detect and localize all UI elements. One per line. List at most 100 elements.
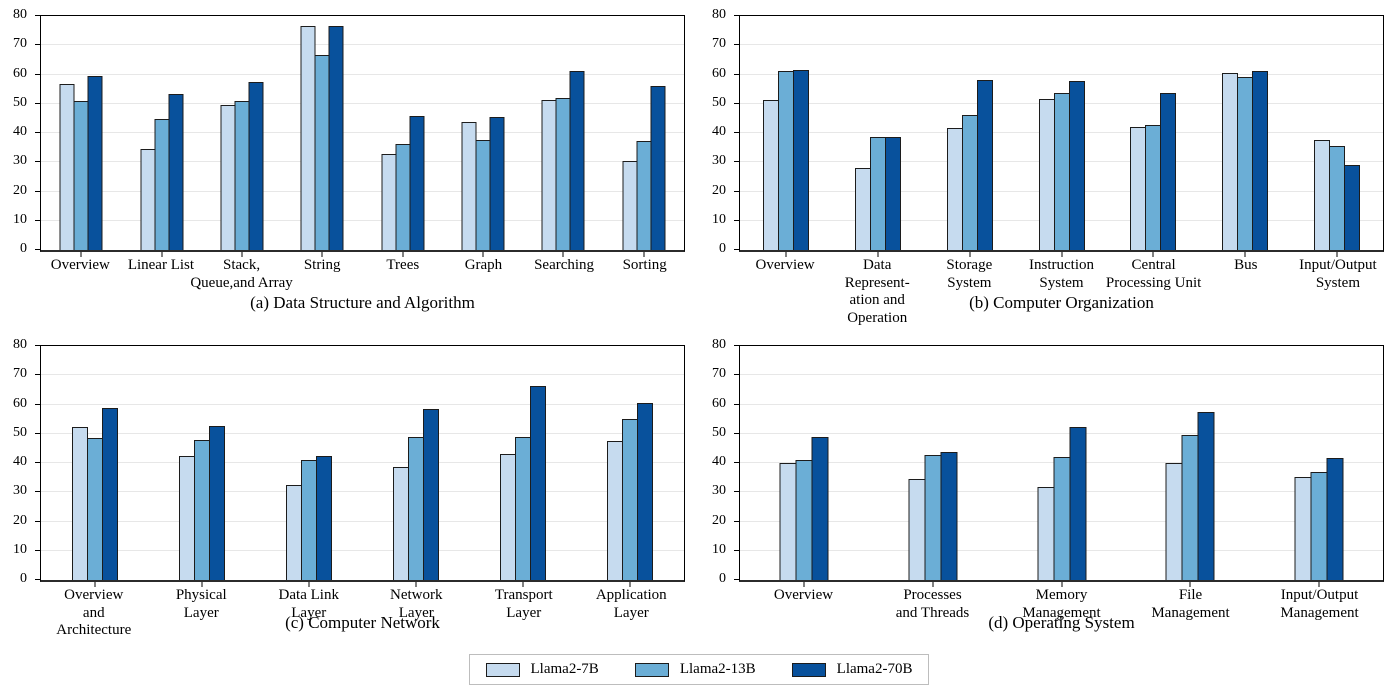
x-tick-mark xyxy=(803,582,805,587)
legend-swatch-llama2-13b-icon xyxy=(634,662,669,677)
gridline xyxy=(740,73,1383,75)
y-tick-label: 30 xyxy=(712,153,726,169)
bar-llama2-7b xyxy=(59,84,75,250)
x-axis-labels: Overview Data Represent- ation and Operat… xyxy=(739,257,1384,327)
gridline xyxy=(41,102,684,104)
legend: Llama2-7B Llama2-13B Llama2-70B xyxy=(468,654,930,685)
bar-llama2-13b xyxy=(555,97,571,250)
x-tick-mark xyxy=(522,582,524,587)
x-tick-mark xyxy=(482,252,484,257)
bar-llama2-13b xyxy=(234,100,250,250)
bar-group xyxy=(1038,16,1085,250)
bar-group xyxy=(622,16,666,250)
y-tick-mark xyxy=(35,432,40,434)
bar-llama2-70b xyxy=(101,407,118,580)
bar-group xyxy=(59,16,103,250)
bar-llama2-13b xyxy=(924,454,942,580)
bar-llama2-70b xyxy=(1160,92,1177,250)
bar-llama2-70b xyxy=(409,115,425,250)
y-tick-mark xyxy=(734,190,739,192)
gridline xyxy=(41,190,684,192)
legend-item-llama2-70b: Llama2-70B xyxy=(791,661,913,678)
bar-group xyxy=(779,346,829,580)
gridline xyxy=(41,549,684,551)
x-tick-mark xyxy=(415,582,417,587)
x-tick-mark xyxy=(1152,252,1154,257)
bar-llama2-70b xyxy=(423,408,440,580)
y-tick-label: 60 xyxy=(712,65,726,81)
bar-group xyxy=(1130,16,1177,250)
y-tick-mark xyxy=(734,132,739,133)
gridline xyxy=(740,403,1383,405)
bar-llama2-7b xyxy=(500,453,517,580)
y-tick-mark xyxy=(734,249,739,250)
x-category-label: String xyxy=(303,257,341,273)
bar-llama2-7b xyxy=(178,456,195,580)
bar-llama2-13b xyxy=(777,70,794,250)
bar-llama2-70b xyxy=(328,25,344,250)
y-tick-mark xyxy=(734,345,739,346)
bar-llama2-7b xyxy=(779,463,797,580)
x-tick-mark xyxy=(308,582,310,587)
chart-caption: (d) Operating System xyxy=(988,613,1135,632)
x-category-label: Overview xyxy=(50,257,110,273)
y-tick-mark xyxy=(734,161,739,163)
x-category-label: Instruction System xyxy=(1029,257,1094,291)
bar-llama2-70b xyxy=(530,385,547,580)
bar-llama2-13b xyxy=(475,140,491,250)
bar-llama2-70b xyxy=(168,93,184,250)
y-tick-mark xyxy=(35,374,40,376)
y-tick-label: 60 xyxy=(712,395,726,411)
bar-group xyxy=(140,16,184,250)
bar-llama2-13b xyxy=(314,55,330,250)
bar-llama2-7b xyxy=(71,427,88,580)
y-tick-label: 20 xyxy=(13,512,27,528)
y-tick-label: 0 xyxy=(719,241,726,256)
x-tick-mark xyxy=(1189,582,1191,587)
y-tick-label: 10 xyxy=(712,211,726,227)
subplot-operating-system: 0 10 20 30 40 50 60 70 80 Overview Processes and … xyxy=(699,330,1398,650)
bar-group xyxy=(607,346,654,580)
y-tick-mark xyxy=(734,219,739,221)
bar-llama2-70b xyxy=(569,71,585,250)
bar-llama2-7b xyxy=(607,440,624,580)
bar-llama2-13b xyxy=(1329,146,1346,250)
x-category-label: Overview xyxy=(773,587,834,603)
legend-label: Llama2-70B xyxy=(836,661,913,677)
y-tick-label: 60 xyxy=(13,65,27,81)
y-tick-mark xyxy=(35,249,40,250)
subplot-data-structure-and-algorithm: 0 10 20 30 40 50 60 70 80 Overview Linear List Sta… xyxy=(0,0,699,330)
y-tick-label: 10 xyxy=(13,211,27,227)
y-tick-label: 80 xyxy=(13,7,27,22)
y-tick-mark xyxy=(35,102,40,104)
bar-llama2-70b xyxy=(884,137,901,250)
bar-llama2-7b xyxy=(1038,98,1055,250)
bar-llama2-13b xyxy=(73,100,89,250)
subplot-computer-network: 0 10 20 30 40 50 60 70 80 Overview and Architect… xyxy=(0,330,699,650)
gridline xyxy=(740,44,1383,46)
gridline xyxy=(740,374,1383,376)
x-axis-labels: Overview Linear List Stack, Queue,and Arra… xyxy=(40,257,685,327)
legend-swatch-llama2-7b-icon xyxy=(485,662,520,677)
x-tick-mark xyxy=(80,252,82,257)
bar-llama2-7b xyxy=(140,149,156,250)
legend-label: Llama2-13B xyxy=(679,661,756,677)
bar-group xyxy=(500,346,547,580)
gridline xyxy=(41,403,684,405)
x-category-label: Central Processing Unit xyxy=(1105,257,1202,291)
y-tick-mark xyxy=(734,15,739,16)
gridline xyxy=(41,44,684,46)
y-tick-mark xyxy=(734,374,739,376)
y-tick-label: 20 xyxy=(712,512,726,528)
gridline xyxy=(41,132,684,133)
y-tick-mark xyxy=(35,520,40,522)
bar-group xyxy=(381,16,425,250)
bar-group xyxy=(1165,346,1215,580)
x-tick-mark xyxy=(321,252,323,257)
bar-llama2-13b xyxy=(1181,435,1199,580)
bar-llama2-70b xyxy=(1326,458,1344,580)
bar-group xyxy=(541,16,585,250)
bar-llama2-13b xyxy=(961,115,978,250)
bar-llama2-7b xyxy=(622,160,638,250)
y-tick-label: 30 xyxy=(13,153,27,169)
